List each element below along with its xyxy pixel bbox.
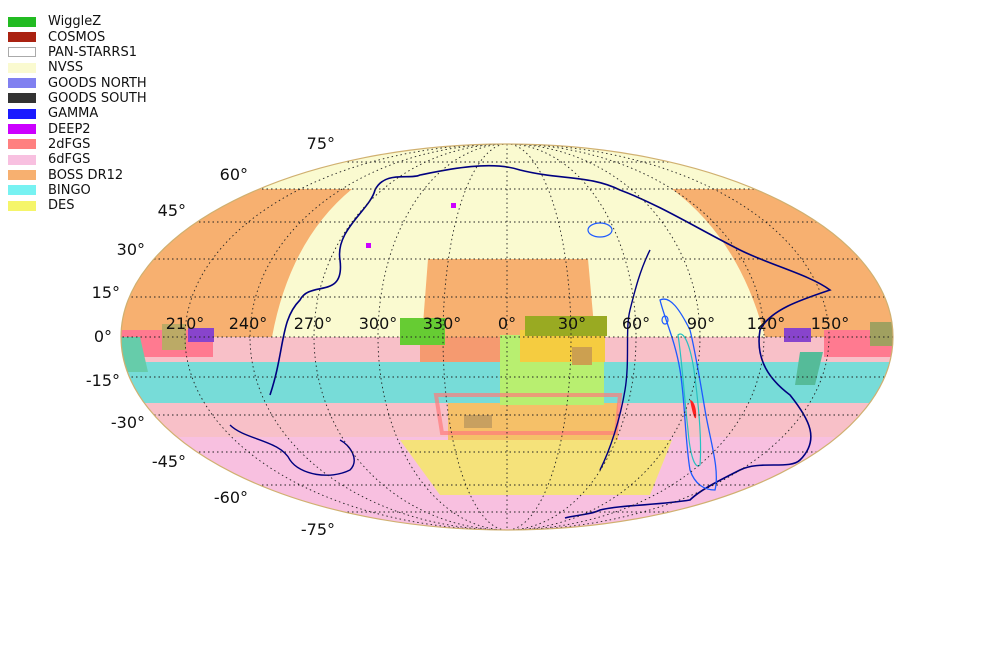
lat-label-equator: 0° <box>94 327 112 346</box>
legend-swatch-nvss <box>8 62 36 73</box>
lon-label-120: 120° <box>747 314 786 333</box>
lat-label-30s: -30° <box>111 413 145 432</box>
lon-label-90: 90° <box>687 314 715 333</box>
longitude-labels: 210° 240° 270° 300° 330° 0° 30° 60° 90° … <box>166 314 850 333</box>
lat-label-15n: 15° <box>92 283 120 302</box>
lat-label-60s: -60° <box>214 488 248 507</box>
map-boundary <box>120 143 894 531</box>
goods-patch <box>464 415 492 428</box>
deep2-patch-1 <box>366 243 371 248</box>
meridian-150 <box>184 144 830 530</box>
legend-item-deep2: DEEP2 <box>8 121 147 137</box>
legend: WiggleZ COSMOS PAN-STARRS1 NVSS GOODS NORTH G… <box>8 14 147 213</box>
legend-swatch-pan-starrs1 <box>8 47 36 58</box>
deep2-patch-2 <box>451 203 456 208</box>
meridian-90 <box>313 144 701 530</box>
legend-item-wigglez: WiggleZ <box>8 14 147 29</box>
lon-label-270: 270° <box>294 314 333 333</box>
legend-swatch-goods-north <box>8 78 36 89</box>
lon-label-300: 300° <box>359 314 398 333</box>
legend-label-deep2: DEEP2 <box>48 121 91 137</box>
legend-item-cosmos: COSMOS <box>8 29 147 45</box>
lon-label-60: 60° <box>622 314 650 333</box>
wigglez-patch-1 <box>400 318 445 345</box>
twodf-south <box>433 393 623 435</box>
lat-label-15s: -15° <box>86 371 120 390</box>
contour-blob-1 <box>587 222 613 238</box>
legend-swatch-goods-south <box>8 93 36 104</box>
lon-label-30: 30° <box>558 314 586 333</box>
contour-outer <box>269 164 832 519</box>
legend-swatch-cosmos <box>8 32 36 43</box>
legend-swatch-des <box>8 200 36 211</box>
legend-item-2dfgs: 2dFGS <box>8 137 147 152</box>
legend-label-boss-dr12: BOSS DR12 <box>48 167 124 183</box>
lat-label-75s: -75° <box>301 520 335 539</box>
contour-plane-core <box>677 333 702 467</box>
wigglez-left-south <box>121 337 148 372</box>
legend-swatch-boss-dr12 <box>8 170 36 181</box>
legend-label-pan-starrs1: PAN-STARRS1 <box>48 44 137 60</box>
legend-label-gamma: GAMMA <box>48 106 99 122</box>
latitude-labels: 75° 60° 45° 30° 15° 0° -15° -30° -45° -6… <box>86 134 335 539</box>
legend-item-pan-starrs1: PAN-STARRS1 <box>8 45 147 60</box>
contour-east-ridge <box>599 249 651 471</box>
legend-item-goods-south: GOODS SOUTH <box>8 91 147 106</box>
lat-label-30n: 30° <box>117 240 145 259</box>
lon-label-0: 0° <box>498 314 516 333</box>
meridian-120 <box>249 144 765 530</box>
deep2-right <box>784 328 811 342</box>
meridian-30 <box>442 144 572 530</box>
wigglez-patch-2 <box>525 316 607 336</box>
legend-item-bingo: BINGO <box>8 183 147 198</box>
legend-label-cosmos: COSMOS <box>48 29 106 45</box>
lat-label-60n: 60° <box>220 165 248 184</box>
lon-label-150: 150° <box>811 314 850 333</box>
lon-label-330: 330° <box>423 314 462 333</box>
legend-label-goods-north: GOODS NORTH <box>48 75 147 91</box>
deep2-left <box>188 328 214 342</box>
legend-swatch-6dfgs <box>8 154 36 165</box>
legend-item-6dfgs: 6dFGS <box>8 152 147 167</box>
legend-item-nvss: NVSS <box>8 60 147 75</box>
legend-swatch-2dfgs <box>8 139 36 150</box>
wigglez-right <box>870 322 893 346</box>
legend-item-gamma: GAMMA <box>8 106 147 121</box>
legend-swatch-bingo <box>8 185 36 196</box>
legend-label-goods-south: GOODS SOUTH <box>48 90 147 106</box>
contour-southwest <box>229 424 355 476</box>
legend-item-boss-dr12: BOSS DR12 <box>8 167 147 183</box>
lat-label-45n: 45° <box>158 201 186 220</box>
legend-label-des: DES <box>48 198 75 214</box>
legend-swatch-wigglez <box>8 16 36 27</box>
legend-swatch-deep2 <box>8 124 36 135</box>
legend-label-wigglez: WiggleZ <box>48 14 102 30</box>
legend-label-nvss: NVSS <box>48 60 84 76</box>
meridian-60 <box>377 144 637 530</box>
lon-label-210: 210° <box>166 314 205 333</box>
des-south <box>400 440 672 495</box>
lat-label-75n: 75° <box>307 134 335 153</box>
legend-label-bingo: BINGO <box>48 182 91 198</box>
contour-plane-peak <box>690 400 697 419</box>
lat-label-45s: -45° <box>152 452 186 471</box>
legend-swatch-gamma <box>8 108 36 119</box>
lon-label-240: 240° <box>229 314 268 333</box>
legend-item-goods-north: GOODS NORTH <box>8 75 147 91</box>
contour-plane-inner <box>659 298 718 491</box>
legend-item-des: DES <box>8 198 147 213</box>
legend-label-6dfgs: 6dFGS <box>48 152 91 168</box>
contour-blob-2 <box>661 315 669 325</box>
legend-label-2dfgs: 2dFGS <box>48 136 91 152</box>
galactic-plane-contours <box>229 164 832 519</box>
wigglez-patch-3 <box>572 347 592 365</box>
